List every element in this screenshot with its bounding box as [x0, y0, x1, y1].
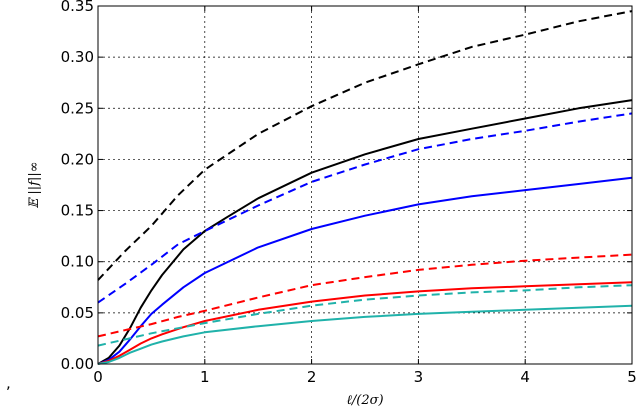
series-line-4 — [97, 176, 633, 365]
series-line-1 — [97, 10, 633, 281]
y-tick-label: 0.30 — [61, 48, 94, 66]
series-lines — [97, 10, 633, 365]
series-line-2 — [97, 99, 633, 365]
stray-comma: , — [6, 374, 11, 392]
series-line-3 — [97, 112, 633, 304]
y-tick-label: 0.00 — [61, 355, 94, 373]
y-tick-label: 0.05 — [61, 304, 94, 322]
y-tick-label: 0.25 — [61, 99, 94, 117]
x-tick-label: 4 — [520, 368, 530, 386]
y-tick-label: 0.35 — [61, 0, 94, 15]
y-tick-label: 0.15 — [61, 202, 94, 220]
series-line-5 — [97, 253, 633, 338]
x-axis-label: ℓ/(2σ) — [346, 393, 383, 408]
x-tick-label: 0 — [93, 368, 103, 386]
y-tick-label: 0.20 — [61, 150, 94, 168]
x-tick-label: 3 — [414, 368, 424, 386]
series-line-7 — [97, 284, 633, 347]
x-tick-label: 1 — [200, 368, 210, 386]
series-line-6 — [97, 281, 633, 365]
y-tick-label: 0.10 — [61, 253, 94, 271]
plot-frame — [97, 5, 633, 365]
grid — [98, 6, 632, 364]
series-line-8 — [97, 304, 633, 365]
x-tick-label: 5 — [627, 368, 637, 386]
axis-ticks: 0 1 2 3 4 5 0.00 0.05 0.10 0.15 0.20 0.25 0.30 0.35 — [61, 0, 637, 386]
x-tick-label: 2 — [307, 368, 317, 386]
y-axis-label: 𝔼 ||f||∞ — [27, 161, 42, 208]
